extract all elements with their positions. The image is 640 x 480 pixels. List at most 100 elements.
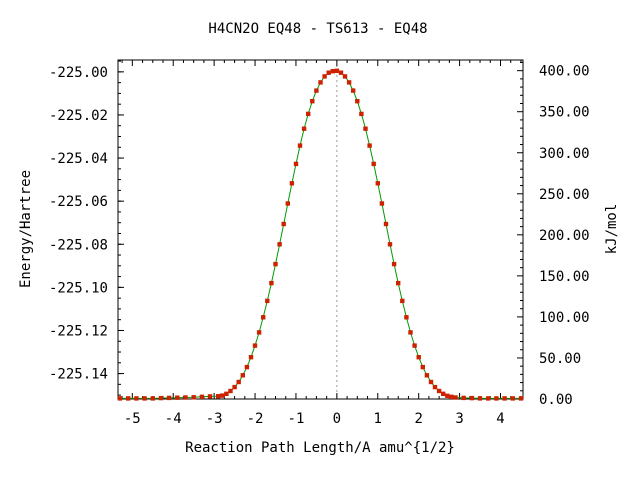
y-tick-label: -225.12 (49, 323, 108, 339)
data-point (436, 388, 442, 394)
data-point (248, 355, 254, 360)
x-tick-label: 2 (414, 411, 422, 427)
data-point (220, 393, 225, 398)
data-point (400, 298, 405, 304)
data-point (326, 70, 331, 75)
data-point (207, 394, 213, 399)
data-point (265, 298, 270, 304)
data-point (408, 330, 413, 335)
data-point (269, 280, 274, 286)
y-tick-label: -225.14 (49, 367, 108, 383)
data-point (338, 70, 344, 75)
data-point (281, 221, 286, 227)
data-point (261, 315, 266, 320)
data-point (449, 394, 454, 399)
axis-tick-labels: -5 -4 -3 -2 -1 0 1 2 3 4 -225.00 -225.02 -225.04 -225… (49, 64, 590, 427)
data-point (375, 181, 380, 186)
data-point (256, 330, 262, 335)
y-axis-label: Energy/Hartree (18, 170, 34, 288)
data-point (318, 80, 323, 85)
data-point (477, 396, 483, 401)
data-point (191, 395, 196, 400)
data-point (285, 201, 290, 206)
x-tick-label: -2 (247, 411, 264, 427)
data-point (158, 395, 164, 401)
y-tick-label: -225.04 (49, 151, 108, 167)
y-tick-label: -225.00 (49, 65, 108, 81)
data-point (379, 201, 385, 206)
data-point (273, 261, 278, 267)
data-point (420, 364, 425, 370)
data-point (469, 395, 475, 401)
data-point-markers (117, 68, 524, 401)
y2-tick-label: 50.00 (539, 351, 581, 367)
axis-ticks (118, 60, 523, 400)
data-point (342, 74, 348, 79)
y-tick-label: -225.08 (49, 237, 108, 253)
data-point (334, 68, 340, 73)
data-point (199, 394, 205, 399)
y-tick-label: -225.02 (49, 108, 108, 124)
y2-axis-label: kJ/mol (604, 204, 620, 255)
data-point (363, 126, 368, 131)
data-point (396, 280, 401, 286)
data-point (412, 343, 417, 348)
data-point (310, 99, 315, 104)
chart-title: H4CN2O EQ48 - TS613 - EQ48 (208, 21, 427, 37)
data-point (494, 396, 499, 401)
y-tick-label: -225.06 (49, 194, 108, 210)
data-point (277, 242, 282, 247)
data-point (228, 388, 233, 394)
y2-tick-label: 200.00 (539, 228, 590, 244)
data-point (486, 396, 491, 401)
data-point (355, 99, 360, 104)
data-point (126, 396, 131, 401)
x-tick-label: -3 (206, 411, 223, 427)
data-point (510, 396, 515, 401)
data-point (183, 395, 188, 400)
y2-tick-label: 300.00 (539, 146, 590, 162)
x-tick-label: -5 (124, 411, 141, 427)
x-tick-label: 0 (333, 411, 341, 427)
data-point (301, 126, 307, 131)
data-point (314, 88, 319, 93)
x-tick-label: -4 (165, 411, 182, 427)
data-point (244, 364, 250, 370)
y2-tick-label: 150.00 (539, 269, 590, 285)
y-tick-label: -225.10 (49, 280, 108, 296)
y2-tick-label: 0.00 (539, 392, 573, 408)
data-point (502, 396, 507, 401)
x-tick-label: 1 (374, 411, 382, 427)
y2-tick-label: 100.00 (539, 310, 590, 326)
data-point (142, 396, 147, 401)
data-point (322, 74, 327, 79)
data-point (297, 143, 303, 148)
data-point (175, 395, 180, 400)
x-tick-label: 4 (496, 411, 504, 427)
data-point (383, 221, 389, 227)
x-tick-label: 3 (455, 411, 463, 427)
data-point (293, 161, 299, 167)
plot-frame (117, 59, 524, 400)
data-point (445, 393, 450, 398)
data-point (252, 343, 258, 348)
data-point (232, 384, 237, 390)
y2-tick-label: 350.00 (539, 105, 590, 121)
data-point (432, 384, 438, 390)
data-point (416, 355, 421, 360)
data-point (387, 242, 393, 247)
data-point (518, 396, 524, 401)
y2-tick-label: 250.00 (539, 187, 590, 203)
data-point (150, 396, 155, 401)
data-point (166, 395, 172, 401)
data-point (306, 111, 311, 117)
data-point (346, 80, 352, 85)
data-point (351, 88, 356, 93)
data-point (461, 395, 466, 401)
data-point (424, 373, 430, 378)
data-point (367, 143, 372, 148)
x-tick-label: -1 (288, 411, 305, 427)
data-point (289, 181, 295, 186)
data-point (330, 69, 335, 74)
